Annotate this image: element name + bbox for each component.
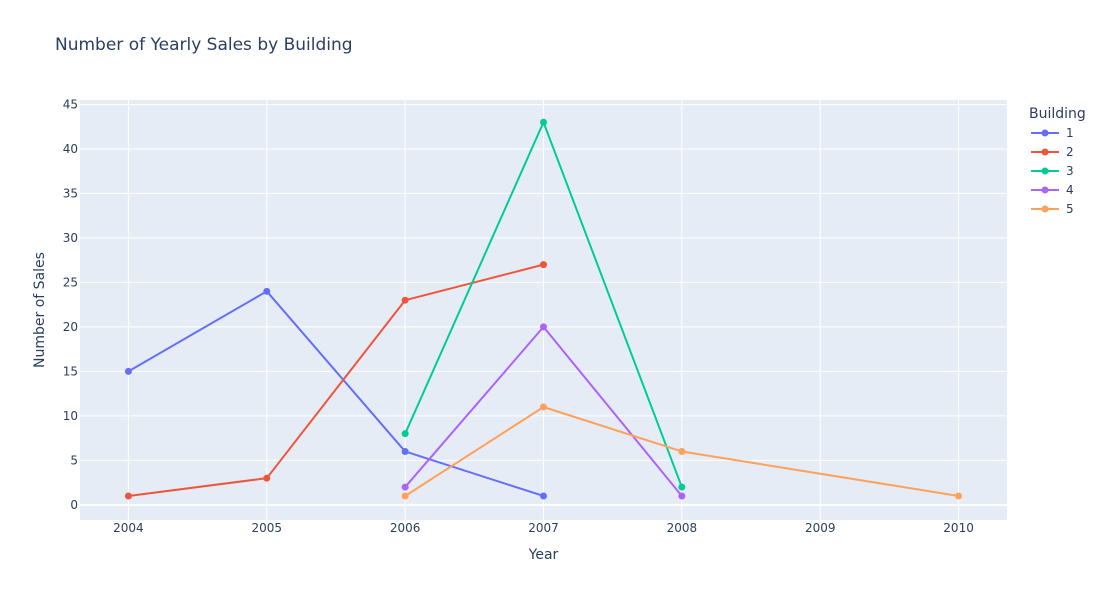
legend-items: 1 2 3 4 5 bbox=[1031, 126, 1074, 216]
data-point[interactable] bbox=[678, 447, 686, 455]
y-tick-label: 35 bbox=[63, 186, 78, 200]
legend-marker-swatch bbox=[1041, 186, 1049, 194]
y-tick-label: 5 bbox=[70, 453, 78, 467]
data-point[interactable] bbox=[263, 287, 271, 295]
data-point[interactable] bbox=[124, 367, 132, 375]
y-tick-label: 45 bbox=[63, 97, 78, 111]
tick-labels: 2004 2005 2006 2007 2008 2009 2010 0 5 10 15 20 25 30… bbox=[63, 97, 974, 535]
legend-item-4[interactable]: 4 bbox=[1031, 183, 1074, 197]
series-1 bbox=[124, 287, 547, 500]
legend-item-2[interactable]: 2 bbox=[1031, 145, 1074, 159]
data-point[interactable] bbox=[540, 118, 547, 126]
legend-marker-swatch bbox=[1041, 148, 1049, 156]
series-layer bbox=[124, 118, 963, 500]
series-5 bbox=[401, 403, 963, 500]
data-point[interactable] bbox=[540, 261, 547, 269]
x-tick-label: 2007 bbox=[528, 521, 559, 535]
y-tick-label: 15 bbox=[63, 364, 78, 378]
x-tick-label: 2010 bbox=[943, 521, 974, 535]
data-point[interactable] bbox=[540, 323, 547, 331]
data-point[interactable] bbox=[540, 492, 547, 500]
legend-item-1[interactable]: 1 bbox=[1031, 126, 1074, 140]
legend: Building 1 2 3 4 5 bbox=[1029, 106, 1086, 216]
series-line-1 bbox=[127, 290, 544, 497]
data-point[interactable] bbox=[263, 474, 271, 482]
x-tick-label: 2006 bbox=[390, 521, 421, 535]
y-axis-title: Number of Sales bbox=[32, 252, 48, 368]
legend-label: 1 bbox=[1066, 126, 1074, 140]
x-tick-label: 2005 bbox=[252, 521, 283, 535]
y-tick-label: 25 bbox=[63, 275, 78, 289]
legend-item-5[interactable]: 5 bbox=[1031, 202, 1074, 216]
legend-marker-swatch bbox=[1041, 129, 1049, 137]
series-line-5 bbox=[404, 405, 959, 497]
x-tick-label: 2008 bbox=[667, 521, 698, 535]
data-point[interactable] bbox=[401, 447, 409, 455]
x-axis-title: Year bbox=[528, 547, 559, 563]
series-4 bbox=[401, 323, 686, 500]
series-line-2 bbox=[128, 263, 544, 497]
legend-title: Building bbox=[1029, 106, 1086, 122]
data-point[interactable] bbox=[401, 430, 409, 438]
series-3 bbox=[401, 118, 686, 491]
data-point[interactable] bbox=[124, 492, 132, 500]
y-tick-label: 20 bbox=[63, 320, 78, 334]
chart-title: Number of Yearly Sales by Building bbox=[55, 35, 353, 55]
data-point[interactable] bbox=[401, 296, 409, 304]
legend-label: 4 bbox=[1066, 183, 1074, 197]
y-tick-label: 10 bbox=[63, 409, 78, 423]
data-point[interactable] bbox=[678, 483, 686, 491]
y-tick-label: 0 bbox=[70, 498, 78, 512]
legend-label: 3 bbox=[1066, 164, 1074, 178]
y-tick-label: 40 bbox=[63, 142, 78, 156]
data-point[interactable] bbox=[955, 492, 963, 500]
data-point[interactable] bbox=[678, 492, 686, 500]
data-point[interactable] bbox=[401, 483, 409, 491]
y-tick-label: 30 bbox=[63, 231, 78, 245]
x-tick-label: 2009 bbox=[805, 521, 836, 535]
legend-label: 5 bbox=[1066, 202, 1074, 216]
legend-item-3[interactable]: 3 bbox=[1031, 164, 1074, 178]
legend-marker-swatch bbox=[1041, 205, 1049, 213]
data-point[interactable] bbox=[401, 492, 409, 500]
data-point[interactable] bbox=[540, 403, 547, 411]
legend-label: 2 bbox=[1066, 145, 1074, 159]
legend-marker-swatch bbox=[1041, 167, 1049, 175]
grid-lines bbox=[80, 100, 1007, 520]
series-2 bbox=[124, 261, 547, 500]
x-tick-label: 2004 bbox=[113, 521, 144, 535]
